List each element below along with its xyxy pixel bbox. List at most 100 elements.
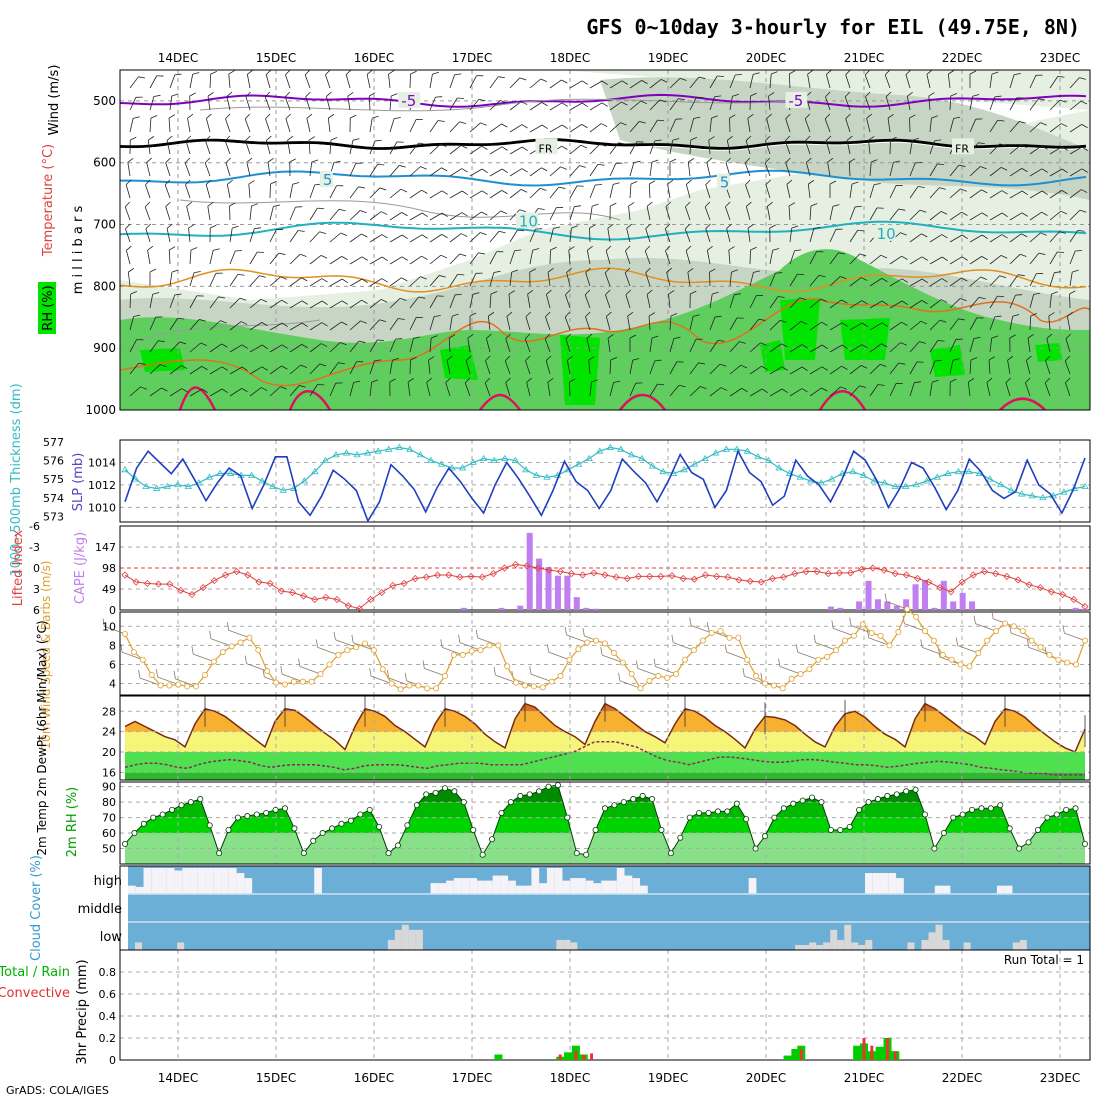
barb-staff [1049, 76, 1059, 89]
barb-flag [1077, 229, 1085, 232]
barb-staff [704, 206, 711, 221]
wind-barb [831, 620, 855, 637]
wind-barb [1009, 144, 1028, 155]
wind-barb [369, 187, 387, 199]
wind-barb [809, 298, 828, 309]
wind-barb [949, 211, 968, 221]
barb-staff [829, 365, 842, 375]
barb-flag [981, 234, 988, 240]
barb-staff [304, 74, 311, 89]
barb-flag [247, 70, 253, 75]
barb-staff [909, 256, 923, 265]
wind-barb [589, 80, 608, 89]
barb-staff [269, 276, 281, 287]
data-point [310, 837, 317, 844]
barb-staff [1010, 632, 1032, 641]
barb-staff [809, 387, 822, 397]
wind-barb [245, 91, 252, 111]
isotherm-label: FR [955, 142, 969, 155]
barb-flag [1057, 251, 1064, 253]
precip-total-bar [853, 1045, 862, 1060]
barb-staff [729, 388, 742, 397]
wind-barb [184, 157, 191, 177]
barb-staff [669, 385, 680, 397]
barb-staff [225, 118, 231, 133]
cape-bar [884, 601, 891, 610]
barb-flag [519, 77, 527, 81]
wind-barb [155, 668, 179, 685]
wind-barb [493, 667, 517, 683]
barb-flag [120, 644, 123, 653]
barb-flag [396, 141, 404, 143]
wind-barb [489, 251, 504, 265]
wind-barb [744, 157, 751, 177]
barb-staff [926, 74, 931, 89]
barb-flag [861, 300, 868, 305]
barb-flag [177, 317, 185, 320]
barb-flag [498, 76, 505, 79]
wind-barb [329, 362, 345, 375]
barb-staff [1066, 316, 1071, 331]
barb-staff [588, 360, 591, 375]
barb-staff [889, 300, 903, 309]
barb-flag [321, 300, 328, 306]
data-point [668, 572, 676, 580]
data-point [744, 656, 751, 663]
barb-flag [401, 212, 408, 217]
barb-staff [289, 300, 303, 309]
data-point [780, 573, 788, 581]
barb-flag [545, 355, 552, 361]
pressure-tick: 500 [93, 94, 116, 108]
high-cloud-bar [570, 878, 578, 894]
barb-flag [553, 226, 561, 229]
barb-flag [261, 322, 268, 327]
data-point [460, 799, 467, 806]
barb-staff [429, 234, 442, 243]
barb-staff [289, 344, 302, 353]
wind-barb [369, 234, 388, 243]
data-point [764, 456, 773, 463]
barb-flag [926, 70, 933, 75]
wind-barb [129, 339, 144, 353]
barb-flag [224, 135, 231, 142]
barb-flag [665, 201, 672, 207]
wind-barb [549, 226, 561, 243]
low-cloud-bar [858, 944, 866, 950]
barb-staff [609, 122, 621, 133]
wind-barb [469, 292, 480, 309]
barb-staff [269, 206, 274, 221]
barb-staff [869, 207, 878, 221]
barb-staff [449, 294, 456, 309]
wind-barb [169, 317, 185, 331]
wind-barb [989, 212, 1008, 221]
data-point [891, 570, 899, 578]
wind-barb [429, 234, 448, 243]
barb-staff [1009, 97, 1018, 111]
data-point [246, 634, 253, 641]
data-point [978, 805, 985, 812]
rh-band [125, 833, 1085, 864]
data-point [523, 562, 531, 570]
data-point [835, 569, 843, 577]
barb-staff [144, 206, 151, 221]
barb-staff [281, 673, 303, 682]
wind-barb [989, 119, 1005, 133]
barb-staff [549, 186, 560, 199]
data-point [378, 588, 386, 597]
wind-barb [209, 366, 228, 375]
wind-barb [229, 273, 245, 287]
wind-barb [889, 160, 901, 177]
barb-flag [693, 116, 701, 119]
wind-barb [149, 75, 164, 89]
barb-staff [969, 276, 981, 287]
upper-air-plot [120, 70, 1090, 410]
barb-staff [646, 206, 651, 221]
barb-flag [597, 163, 605, 166]
wind-barb [666, 267, 672, 287]
barb-staff [429, 143, 441, 155]
high-cloud-bar [197, 868, 206, 894]
data-point [743, 447, 752, 454]
wind-barb [1069, 100, 1088, 111]
cape-bar [950, 601, 957, 610]
barb-flag [140, 386, 147, 390]
